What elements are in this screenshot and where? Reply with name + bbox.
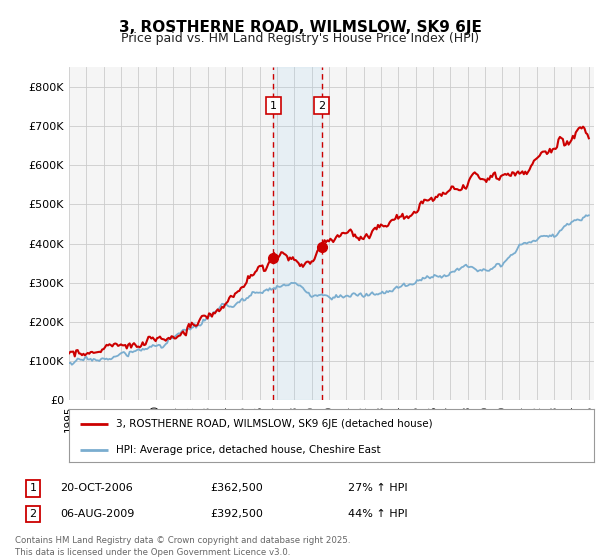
Text: 3, ROSTHERNE ROAD, WILMSLOW, SK9 6JE: 3, ROSTHERNE ROAD, WILMSLOW, SK9 6JE <box>119 20 481 35</box>
Text: 1: 1 <box>270 100 277 110</box>
Text: HPI: Average price, detached house, Cheshire East: HPI: Average price, detached house, Ches… <box>116 445 381 455</box>
Text: £392,500: £392,500 <box>210 509 263 519</box>
Text: £362,500: £362,500 <box>210 483 263 493</box>
Text: 27% ↑ HPI: 27% ↑ HPI <box>348 483 407 493</box>
Text: 1: 1 <box>29 483 37 493</box>
Text: Price paid vs. HM Land Registry's House Price Index (HPI): Price paid vs. HM Land Registry's House … <box>121 32 479 45</box>
Text: 3, ROSTHERNE ROAD, WILMSLOW, SK9 6JE (detached house): 3, ROSTHERNE ROAD, WILMSLOW, SK9 6JE (de… <box>116 419 433 429</box>
Text: 2: 2 <box>318 100 325 110</box>
Text: 20-OCT-2006: 20-OCT-2006 <box>60 483 133 493</box>
Text: 06-AUG-2009: 06-AUG-2009 <box>60 509 134 519</box>
Text: Contains HM Land Registry data © Crown copyright and database right 2025.
This d: Contains HM Land Registry data © Crown c… <box>15 536 350 557</box>
Text: 2: 2 <box>29 509 37 519</box>
Bar <box>273 67 322 400</box>
Text: 44% ↑ HPI: 44% ↑ HPI <box>348 509 407 519</box>
